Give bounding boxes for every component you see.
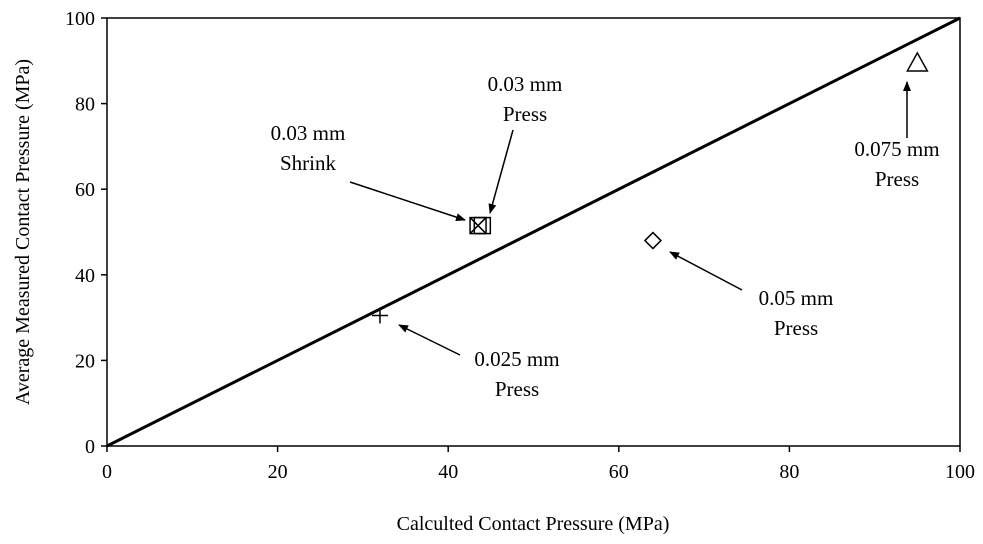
annotation-label: Press xyxy=(774,316,818,340)
annotation-arrow xyxy=(488,129,514,214)
annotation-arrow xyxy=(669,251,743,291)
annotation: 0.03 mm Shrink xyxy=(271,121,466,221)
y-tick-label: 20 xyxy=(75,350,95,372)
annotation-label: 0.03 mm xyxy=(271,121,346,145)
y-tick-label: 40 xyxy=(75,265,95,287)
x-axis: 0 20 40 60 80 100 xyxy=(102,446,975,483)
annotation-label: Press xyxy=(875,167,919,191)
x-tick-label: 80 xyxy=(779,461,799,483)
annotation-label: 0.03 mm xyxy=(488,72,563,96)
annotation-label: 0.05 mm xyxy=(759,286,834,310)
annotation: 0.025 mm Press xyxy=(398,324,560,401)
point-plus xyxy=(371,307,388,324)
x-tick-label: 0 xyxy=(102,461,112,483)
y-axis: 0 20 40 60 80 100 xyxy=(65,8,107,458)
point-square xyxy=(473,216,492,235)
annotation-label: 0.025 mm xyxy=(474,347,559,371)
annotation-label: Shrink xyxy=(280,151,337,175)
annotation: 0.05 mm Press xyxy=(669,251,834,340)
y-tick-label: 80 xyxy=(75,94,95,116)
reference-line xyxy=(106,16,961,448)
x-tick-label: 40 xyxy=(438,461,458,483)
y-tick-label: 100 xyxy=(65,8,95,30)
data-points xyxy=(371,51,929,324)
annotation-label: 0.075 mm xyxy=(854,137,939,161)
annotation-label: Press xyxy=(495,377,539,401)
x-tick-label: 20 xyxy=(268,461,288,483)
y-axis-title: Average Measured Contact Pressure (MPa) xyxy=(12,59,34,405)
point-triangle xyxy=(906,51,929,72)
x-tick-label: 60 xyxy=(609,461,629,483)
point-boxed-x xyxy=(469,216,487,235)
plot-area xyxy=(106,17,961,447)
annotation: 0.075 mm Press xyxy=(854,81,940,191)
annotation-arrow xyxy=(398,324,461,356)
y-tick-label: 0 xyxy=(85,436,95,458)
x-axis-title: Calculted Contact Pressure (MPa) xyxy=(397,513,670,535)
x-tick-label: 100 xyxy=(945,461,975,483)
annotation: 0.03 mm Press xyxy=(488,72,563,214)
point-diamond xyxy=(643,231,662,250)
annotation-arrow xyxy=(349,181,466,221)
annotation-label: Press xyxy=(503,102,547,126)
y-tick-label: 60 xyxy=(75,179,95,201)
